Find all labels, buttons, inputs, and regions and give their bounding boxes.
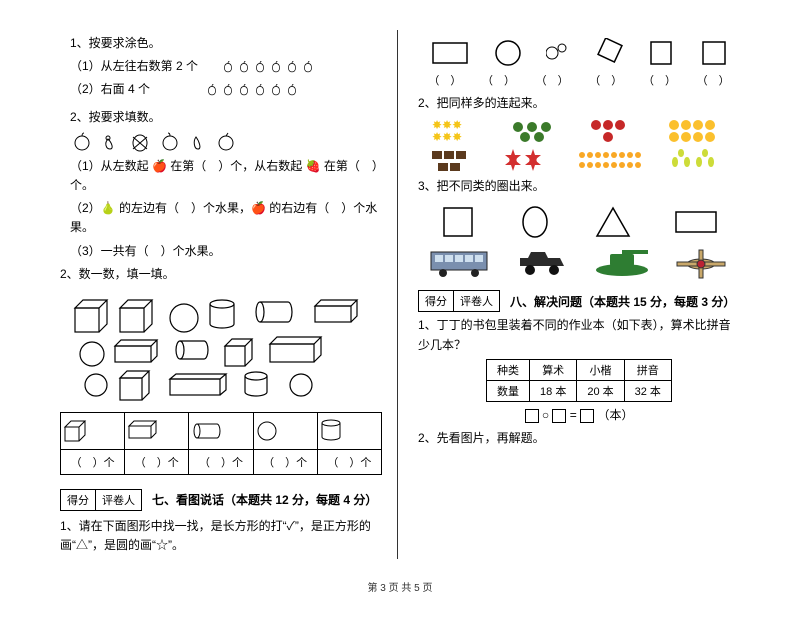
q1b: （2）右面 4 个 xyxy=(60,80,382,99)
page-footer: 第 3 页 共 5 页 xyxy=(60,579,740,594)
grader-label: 评卷人 xyxy=(96,490,141,510)
match-row-1: ✸✸✸✸✸✸ xyxy=(418,117,740,143)
match-row-2 xyxy=(418,147,740,173)
q2c: （3）一共有（ ）个水果。 xyxy=(60,242,382,261)
apple-row-2 xyxy=(205,83,299,97)
svg-text:✸✸✸: ✸✸✸ xyxy=(432,130,462,143)
grader-label-r: 评卷人 xyxy=(454,291,499,311)
section8-title: 八、解决问题（本题共 15 分，每题 3 分） xyxy=(510,293,735,310)
cell-3: （ ）个 xyxy=(253,449,317,474)
q1-title: 1、按要求涂色。 xyxy=(60,34,382,53)
solids-area xyxy=(60,288,382,406)
count-intro: 2、数一数，填一填。 xyxy=(60,265,382,284)
r-q3: 3、把不同类的圈出来。 xyxy=(418,177,740,196)
count-table: （ ）个 （ ）个 （ ）个 （ ）个 （ ）个 xyxy=(60,412,382,475)
q3-shapes xyxy=(418,204,740,240)
cell-0: （ ）个 xyxy=(61,449,125,474)
score-label: 得分 xyxy=(61,490,96,510)
fruit-row xyxy=(60,131,382,153)
q1b-text: （2）右面 4 个 xyxy=(70,82,150,96)
cell-2: （ ）个 xyxy=(189,449,253,474)
sec7-q1: 1、请在下面图形中找一找，是长方形的打“✓”，是正方形的画“△”，是圆的画“☆”… xyxy=(60,517,382,555)
section7-title: 七、看图说话（本题共 12 分，每题 4 分） xyxy=(152,491,377,508)
cell-4: （ ）个 xyxy=(317,449,381,474)
equation-line: ○ = （本） xyxy=(418,406,740,425)
q2a: （1）从左数起 🍎 在第（ ）个，从右数起 🍓 在第（ ）个。 xyxy=(60,157,382,195)
q2-title: 2、按要求填数。 xyxy=(60,108,382,127)
eq-unit: （本） xyxy=(597,408,633,422)
score-box-left: 得分 评卷人 xyxy=(60,489,142,511)
r-q2: 2、把同样多的连起来。 xyxy=(418,94,740,113)
hw-table: 种类算术 小楷拼音 数量18 本 20 本32 本 xyxy=(486,359,672,402)
score-box-right: 得分 评卷人 xyxy=(418,290,500,312)
sec8-q1: 1、丁丁的书包里装着不同的作业本（如下表），算术比拼音少几本？ xyxy=(418,316,740,354)
score-label-r: 得分 xyxy=(419,291,454,311)
vehicle-row xyxy=(418,246,740,280)
flat-shapes-row xyxy=(418,38,740,68)
apple-row-1 xyxy=(221,60,315,74)
q1a-text: （1）从左往右数第 2 个 xyxy=(70,59,198,73)
q1a: （1）从左往右数第 2 个 xyxy=(60,57,382,76)
q2b: （2）🍐 的左边有（ ）个水果，🍎 的右边有（ ）个水果。 xyxy=(60,199,382,237)
sec8-q2: 2、先看图片，再解题。 xyxy=(418,429,740,448)
paren-row: （ ）（ ）（ ） （ ）（ ）（ ） xyxy=(418,72,740,88)
cell-1: （ ）个 xyxy=(125,449,189,474)
